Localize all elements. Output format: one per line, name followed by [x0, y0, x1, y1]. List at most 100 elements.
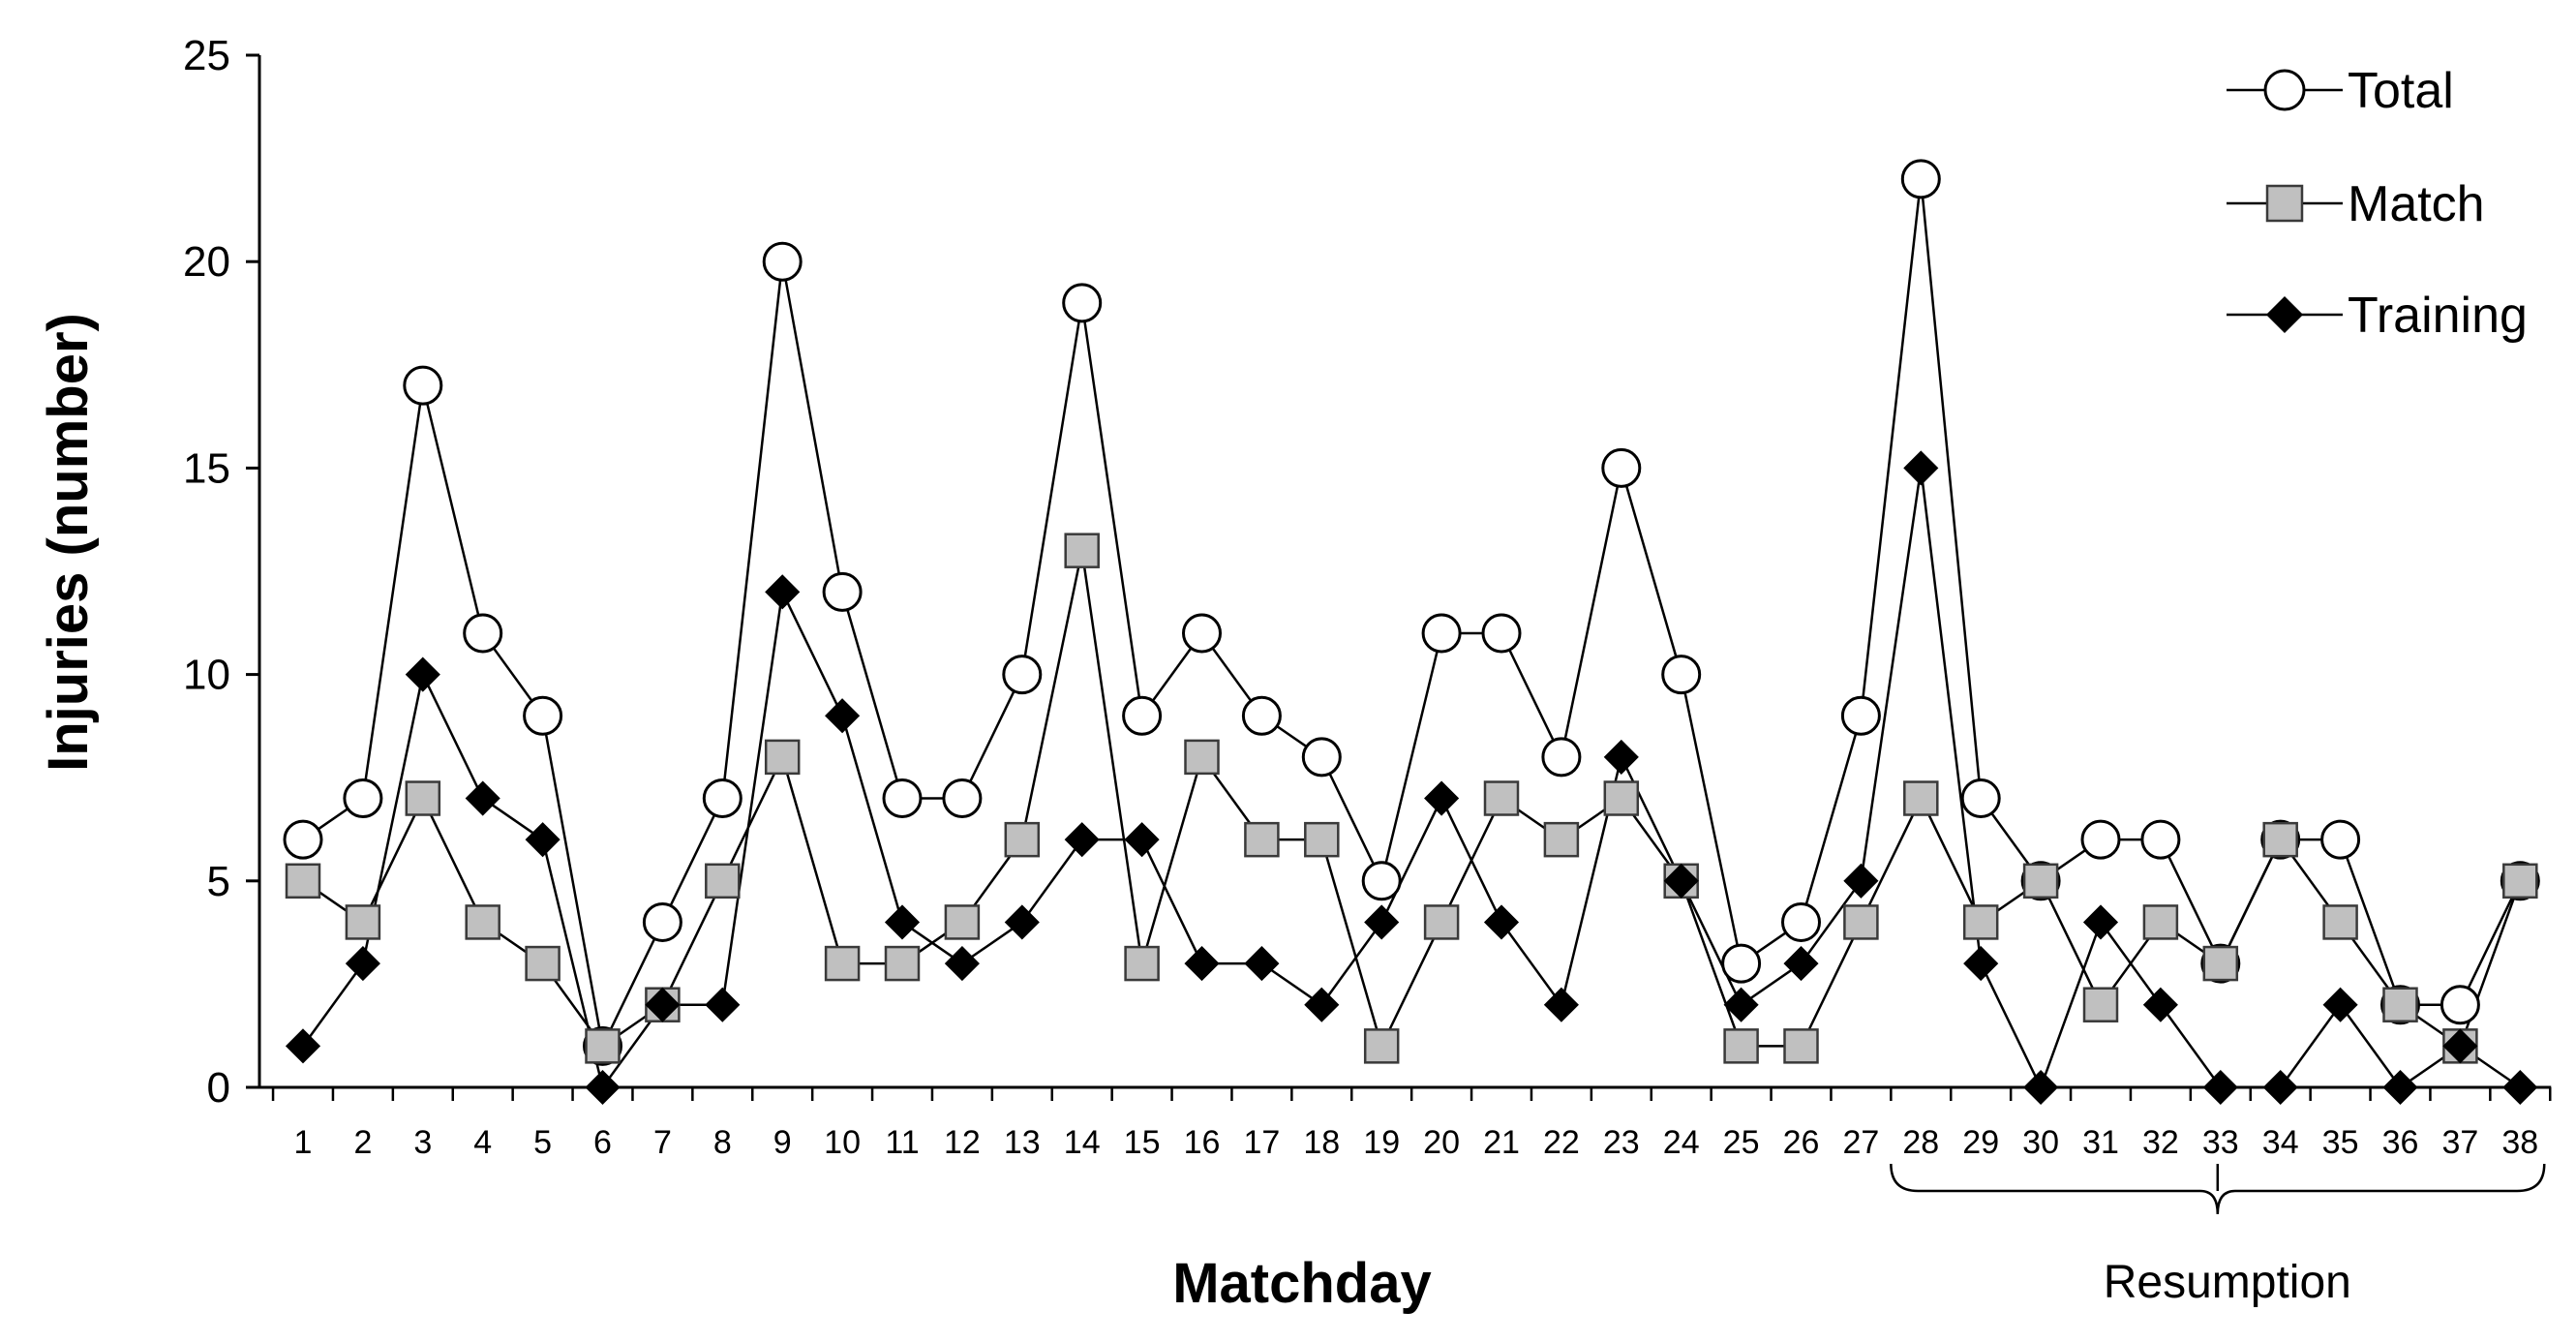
point-training	[1483, 904, 1520, 940]
point-total	[1421, 613, 1462, 654]
point-total	[822, 571, 863, 612]
legend-label-match: Match	[2348, 176, 2485, 232]
x-tick-label: 9	[773, 1124, 792, 1161]
point-training	[2322, 987, 2358, 1022]
x-tick-label: 7	[653, 1124, 672, 1161]
point-total	[1601, 447, 1642, 488]
series-line-match	[302, 550, 2522, 1050]
point-training	[525, 822, 561, 858]
point-match	[345, 904, 381, 940]
point-match	[405, 780, 441, 816]
x-tick-label: 14	[1064, 1124, 1101, 1161]
point-total	[1481, 613, 1522, 654]
point-training	[1843, 863, 1879, 899]
x-tick-label: 1	[294, 1124, 313, 1161]
point-total	[343, 778, 383, 819]
point-training	[1424, 780, 1460, 816]
point-match	[884, 945, 921, 982]
x-tick-label: 4	[473, 1124, 492, 1161]
point-total	[1541, 737, 1582, 778]
y-tick-label: 0	[207, 1064, 230, 1112]
point-match	[1483, 780, 1520, 816]
point-match	[1543, 821, 1580, 858]
point-match	[2262, 821, 2298, 858]
x-tick-label: 32	[2142, 1124, 2179, 1161]
point-total	[1301, 737, 1342, 778]
point-match	[1962, 904, 1999, 940]
point-match	[944, 904, 981, 940]
point-training	[1244, 946, 1280, 982]
x-tick-label: 3	[413, 1124, 432, 1161]
x-tick-label: 8	[713, 1124, 732, 1161]
point-training	[2442, 1028, 2478, 1064]
x-tick-label: 2	[353, 1124, 372, 1161]
point-match	[525, 945, 561, 982]
point-training	[944, 946, 980, 982]
x-tick-label: 12	[944, 1124, 981, 1161]
point-total	[762, 241, 803, 282]
point-training	[1783, 946, 1819, 982]
point-total	[1182, 613, 1222, 654]
x-tick-label: 5	[533, 1124, 552, 1161]
point-total	[2320, 819, 2361, 860]
point-total	[1361, 861, 1402, 901]
point-training	[1364, 904, 1400, 940]
point-total	[2080, 819, 2121, 860]
x-axis-title: Matchday	[1172, 1252, 1432, 1315]
x-tick-label: 15	[1124, 1124, 1161, 1161]
x-tick-label: 19	[1363, 1124, 1400, 1161]
point-total	[463, 613, 503, 654]
point-training	[645, 987, 681, 1022]
x-tick-label: 28	[1902, 1124, 1939, 1161]
x-tick-label: 22	[1543, 1124, 1580, 1161]
point-training	[705, 987, 741, 1022]
x-tick-label: 36	[2382, 1124, 2419, 1161]
point-match	[1124, 945, 1160, 982]
point-training	[1663, 863, 1699, 899]
point-training	[465, 780, 500, 816]
point-training	[585, 1069, 621, 1106]
point-total	[1840, 695, 1881, 736]
point-match	[1184, 739, 1220, 776]
point-match	[764, 739, 801, 776]
point-total	[403, 365, 443, 406]
y-tick-label: 10	[183, 652, 230, 699]
point-total	[942, 778, 983, 819]
point-match	[1004, 821, 1041, 858]
y-axis-title: Injuries (number)	[37, 313, 100, 772]
x-tick-label: 21	[1483, 1124, 1520, 1161]
x-tick-label: 25	[1723, 1124, 1760, 1161]
point-match	[705, 863, 741, 900]
x-tick-label: 16	[1184, 1124, 1221, 1161]
point-match	[2082, 987, 2119, 1022]
point-match	[465, 904, 500, 940]
point-total	[1661, 655, 1702, 695]
point-total	[2440, 985, 2480, 1025]
point-match	[1783, 1028, 1819, 1064]
legend: Total Match Training	[2227, 63, 2528, 344]
point-match	[1423, 904, 1460, 940]
legend-marker-match	[2265, 184, 2304, 223]
point-training	[884, 904, 921, 940]
series-match	[285, 533, 2538, 1064]
point-total	[1241, 695, 1282, 736]
point-total	[1122, 695, 1163, 736]
point-training	[1603, 739, 1639, 775]
point-match	[1903, 780, 1939, 816]
point-total	[2140, 819, 2181, 860]
legend-label-total: Total	[2348, 63, 2454, 119]
point-training	[1124, 822, 1160, 858]
point-total	[283, 819, 323, 860]
point-training	[1004, 904, 1040, 940]
point-match	[824, 945, 861, 982]
x-tick-label: 30	[2022, 1124, 2059, 1161]
point-match	[285, 863, 321, 900]
point-total	[702, 778, 742, 819]
resumption-bracket	[1890, 1163, 2546, 1215]
x-tick-label: 27	[1842, 1124, 1879, 1161]
x-tick-label: 6	[593, 1124, 612, 1161]
point-total	[1960, 778, 2001, 819]
x-tick-label: 20	[1423, 1124, 1460, 1161]
series-training	[285, 450, 2538, 1106]
